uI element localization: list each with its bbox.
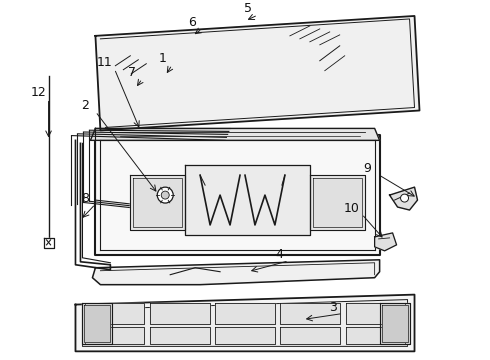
- Text: 4: 4: [275, 248, 283, 261]
- Polygon shape: [150, 302, 210, 324]
- Polygon shape: [82, 300, 408, 346]
- Polygon shape: [85, 302, 145, 324]
- Polygon shape: [345, 328, 405, 345]
- Polygon shape: [310, 175, 365, 230]
- Circle shape: [161, 191, 169, 199]
- Polygon shape: [93, 260, 380, 285]
- Polygon shape: [380, 302, 410, 345]
- Text: 11: 11: [97, 56, 112, 69]
- Polygon shape: [96, 135, 380, 255]
- Polygon shape: [85, 328, 145, 345]
- Text: 9: 9: [364, 162, 371, 175]
- Polygon shape: [150, 328, 210, 345]
- Text: 8: 8: [81, 192, 90, 204]
- Polygon shape: [280, 302, 340, 324]
- Polygon shape: [82, 302, 112, 345]
- Polygon shape: [96, 16, 419, 130]
- Polygon shape: [216, 328, 274, 345]
- Polygon shape: [280, 328, 340, 345]
- Polygon shape: [185, 165, 310, 235]
- Polygon shape: [44, 238, 53, 248]
- Polygon shape: [84, 305, 110, 342]
- Polygon shape: [313, 178, 362, 227]
- Text: 12: 12: [31, 86, 47, 99]
- Polygon shape: [375, 233, 396, 251]
- Polygon shape: [130, 175, 185, 230]
- Text: 1: 1: [158, 52, 166, 65]
- Text: 7: 7: [128, 66, 136, 79]
- Polygon shape: [216, 302, 274, 324]
- Circle shape: [400, 194, 409, 202]
- Polygon shape: [91, 129, 380, 140]
- Polygon shape: [345, 302, 405, 324]
- Polygon shape: [390, 187, 417, 210]
- Polygon shape: [133, 178, 182, 227]
- Polygon shape: [382, 305, 408, 342]
- Text: 5: 5: [244, 3, 252, 15]
- Text: 2: 2: [81, 99, 89, 112]
- Text: 3: 3: [329, 301, 337, 314]
- Circle shape: [157, 187, 173, 203]
- Polygon shape: [75, 294, 415, 351]
- Text: 6: 6: [188, 17, 196, 30]
- Text: 10: 10: [344, 202, 360, 215]
